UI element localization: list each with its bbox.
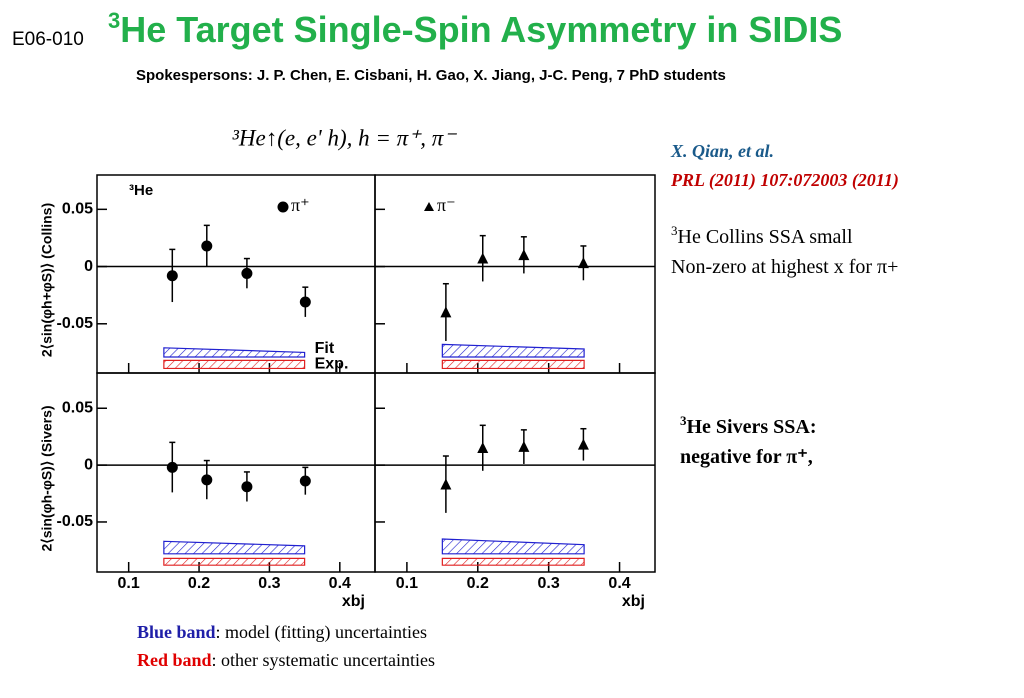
slide-title: 3He Target Single-Spin Asymmetry in SIDI… bbox=[108, 8, 842, 50]
note-sup: 3 bbox=[671, 223, 678, 238]
x-tick-label: 0.2 bbox=[188, 575, 210, 592]
ref-authors: X. Qian, et al. bbox=[670, 141, 774, 161]
x-tick-label: 0.1 bbox=[396, 575, 418, 592]
x-tick-label: 0.3 bbox=[538, 575, 560, 592]
data-point bbox=[440, 478, 452, 490]
x-tick-label: 0.3 bbox=[258, 575, 280, 592]
note: 3He Sivers SSA: bbox=[680, 413, 817, 438]
title-text: He Target Single-Spin Asymmetry in SIDIS bbox=[120, 9, 842, 50]
footer-line: Blue band: model (fitting) uncertainties bbox=[137, 622, 427, 643]
data-point bbox=[241, 267, 253, 279]
footer-line: Red band: other systematic uncertainties bbox=[137, 650, 435, 670]
uncertainty-band bbox=[441, 557, 585, 566]
data-point bbox=[518, 440, 530, 452]
note: Non-zero at highest x for π+ bbox=[671, 256, 898, 278]
data-point bbox=[299, 296, 311, 308]
uncertainty-band bbox=[441, 343, 585, 358]
y-axis-label: 2⟨sin(φh-φS)⟩ (Sivers) bbox=[39, 405, 55, 551]
formula: ³He↑(e, e' h), h = π⁺, π⁻ bbox=[232, 125, 457, 150]
y-tick-label: -0.05 bbox=[57, 513, 94, 530]
data-point bbox=[577, 438, 589, 450]
legend-label: π⁻ bbox=[437, 195, 456, 215]
footer-key: Red band bbox=[137, 650, 212, 670]
target-label: ³He bbox=[129, 182, 153, 199]
band-label: Exp. bbox=[315, 356, 349, 373]
legend-marker bbox=[424, 202, 434, 211]
uncertainty-band bbox=[163, 347, 306, 358]
data-point bbox=[201, 474, 213, 486]
legend-marker bbox=[277, 201, 289, 213]
data-point bbox=[440, 306, 452, 318]
uncertainty-band bbox=[163, 359, 306, 370]
y-tick-label: 0 bbox=[84, 456, 93, 473]
data-point bbox=[577, 257, 589, 269]
data-point bbox=[166, 270, 178, 282]
legend-label: π⁺ bbox=[291, 195, 310, 215]
data-point bbox=[241, 481, 253, 493]
y-tick-label: 0.05 bbox=[62, 399, 93, 416]
footer-key: Blue band bbox=[137, 622, 216, 642]
panel-frame bbox=[96, 372, 376, 573]
band-label: Fit bbox=[315, 340, 335, 357]
data-point bbox=[166, 461, 178, 473]
x-tick-label: 0.4 bbox=[329, 575, 351, 592]
data-point bbox=[201, 240, 213, 252]
y-tick-label: 0.05 bbox=[62, 201, 93, 218]
data-point bbox=[477, 252, 489, 264]
note: 3He Collins SSA small bbox=[671, 223, 853, 248]
uncertainty-band bbox=[163, 540, 306, 555]
ref-journal: PRL (2011) 107:072003 (2011) bbox=[670, 170, 899, 191]
uncertainty-band bbox=[441, 359, 585, 370]
uncertainty-band bbox=[163, 557, 306, 566]
panel-frame bbox=[374, 372, 656, 573]
title-sup: 3 bbox=[108, 8, 120, 33]
panel-frame bbox=[374, 174, 656, 374]
y-tick-label: 0 bbox=[84, 258, 93, 275]
subtitle: Spokespersons: J. P. Chen, E. Cisbani, H… bbox=[136, 67, 726, 84]
y-axis-label: 2⟨sin(φh+φS)⟩ (Collins) bbox=[39, 203, 55, 357]
data-point bbox=[477, 442, 489, 454]
x-tick-label: 0.4 bbox=[608, 575, 630, 592]
note-text: negative for π⁺, bbox=[680, 446, 813, 468]
x-tick-label: 0.2 bbox=[467, 575, 489, 592]
data-point bbox=[518, 249, 530, 261]
uncertainty-band bbox=[441, 538, 585, 555]
x-axis-label: xbj bbox=[622, 593, 645, 610]
y-tick-label: -0.05 bbox=[57, 315, 94, 332]
note-text: He Collins SSA small bbox=[678, 226, 853, 248]
note-text: Non-zero at highest x for π+ bbox=[671, 256, 898, 278]
note-sup: 3 bbox=[680, 413, 687, 428]
slide-code: E06-010 bbox=[12, 29, 84, 50]
x-tick-label: 0.1 bbox=[118, 575, 140, 592]
data-point bbox=[299, 475, 311, 487]
footer-text: : model (fitting) uncertainties bbox=[216, 622, 427, 643]
note-text: He Sivers SSA: bbox=[687, 416, 817, 438]
x-axis-label: xbj bbox=[342, 593, 365, 610]
footer-text: : other systematic uncertainties bbox=[212, 650, 435, 670]
note: negative for π⁺, bbox=[680, 446, 813, 468]
